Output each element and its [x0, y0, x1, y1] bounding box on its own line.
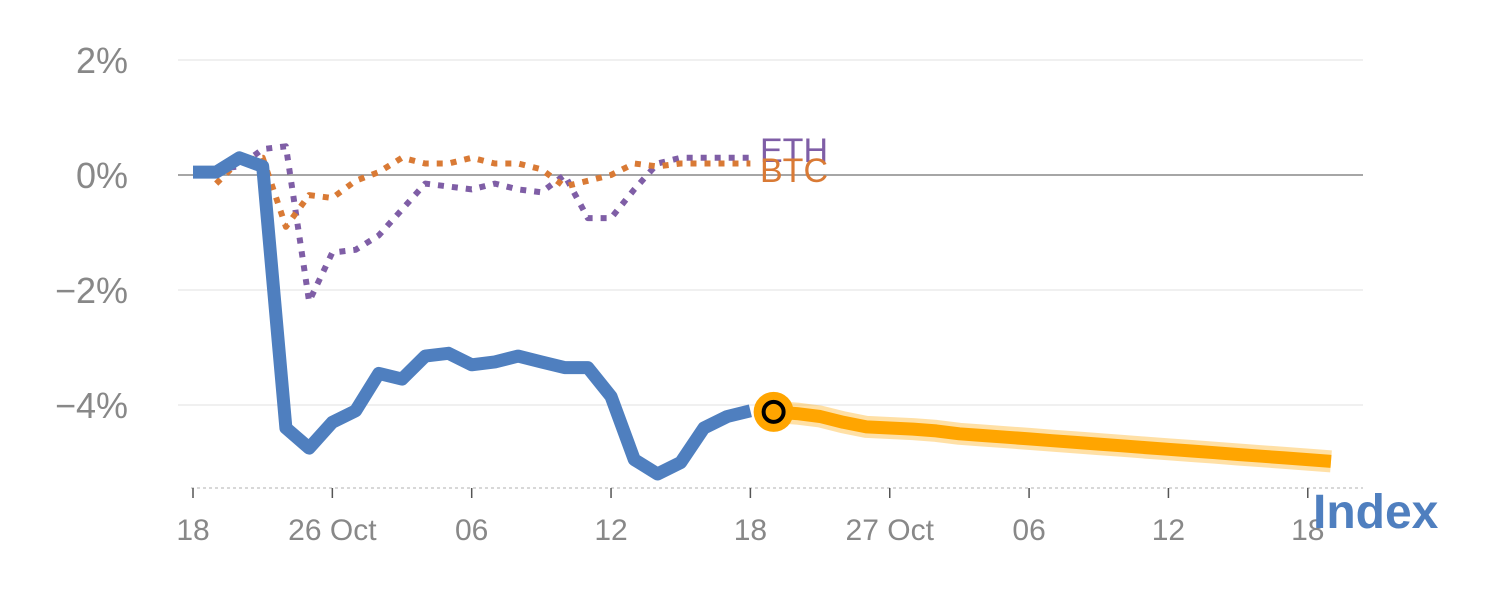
btc-line [214, 154, 751, 230]
index-line [193, 151, 752, 481]
btc-series-label: BTC [760, 152, 828, 190]
x-tick-label: 12 [1152, 514, 1185, 547]
x-tick-label: 18 [1291, 514, 1324, 547]
current-value-marker [753, 391, 794, 432]
index-projection-line [773, 405, 1332, 468]
x-tick-label: 12 [594, 514, 627, 547]
eth-line [215, 143, 751, 305]
eth-series-label: ETH [760, 132, 828, 170]
y-gridlines [178, 59, 1363, 406]
x-tick-label: 27 Oct [846, 514, 935, 547]
x-tick-label: 06 [455, 514, 488, 547]
index-series-label: Index [1313, 486, 1439, 539]
x-axis: 18 26 Oct 06 12 18 27 Oct 06 12 18 [176, 487, 1363, 547]
y-tick-label: 2% [76, 40, 128, 81]
y-tick-label: −2% [55, 270, 128, 311]
marker-dot [761, 399, 786, 424]
series-lines [193, 143, 1332, 481]
y-axis: 2% 0% −2% −4% [55, 40, 128, 426]
x-tick-label: 26 Oct [288, 514, 377, 547]
x-tick-label: 06 [1012, 514, 1045, 547]
x-tick-label: 18 [734, 514, 767, 547]
marker-ring [753, 391, 794, 432]
y-tick-label: −4% [55, 385, 128, 426]
y-tick-label: 0% [76, 155, 128, 196]
x-tick-label: 18 [176, 514, 209, 547]
